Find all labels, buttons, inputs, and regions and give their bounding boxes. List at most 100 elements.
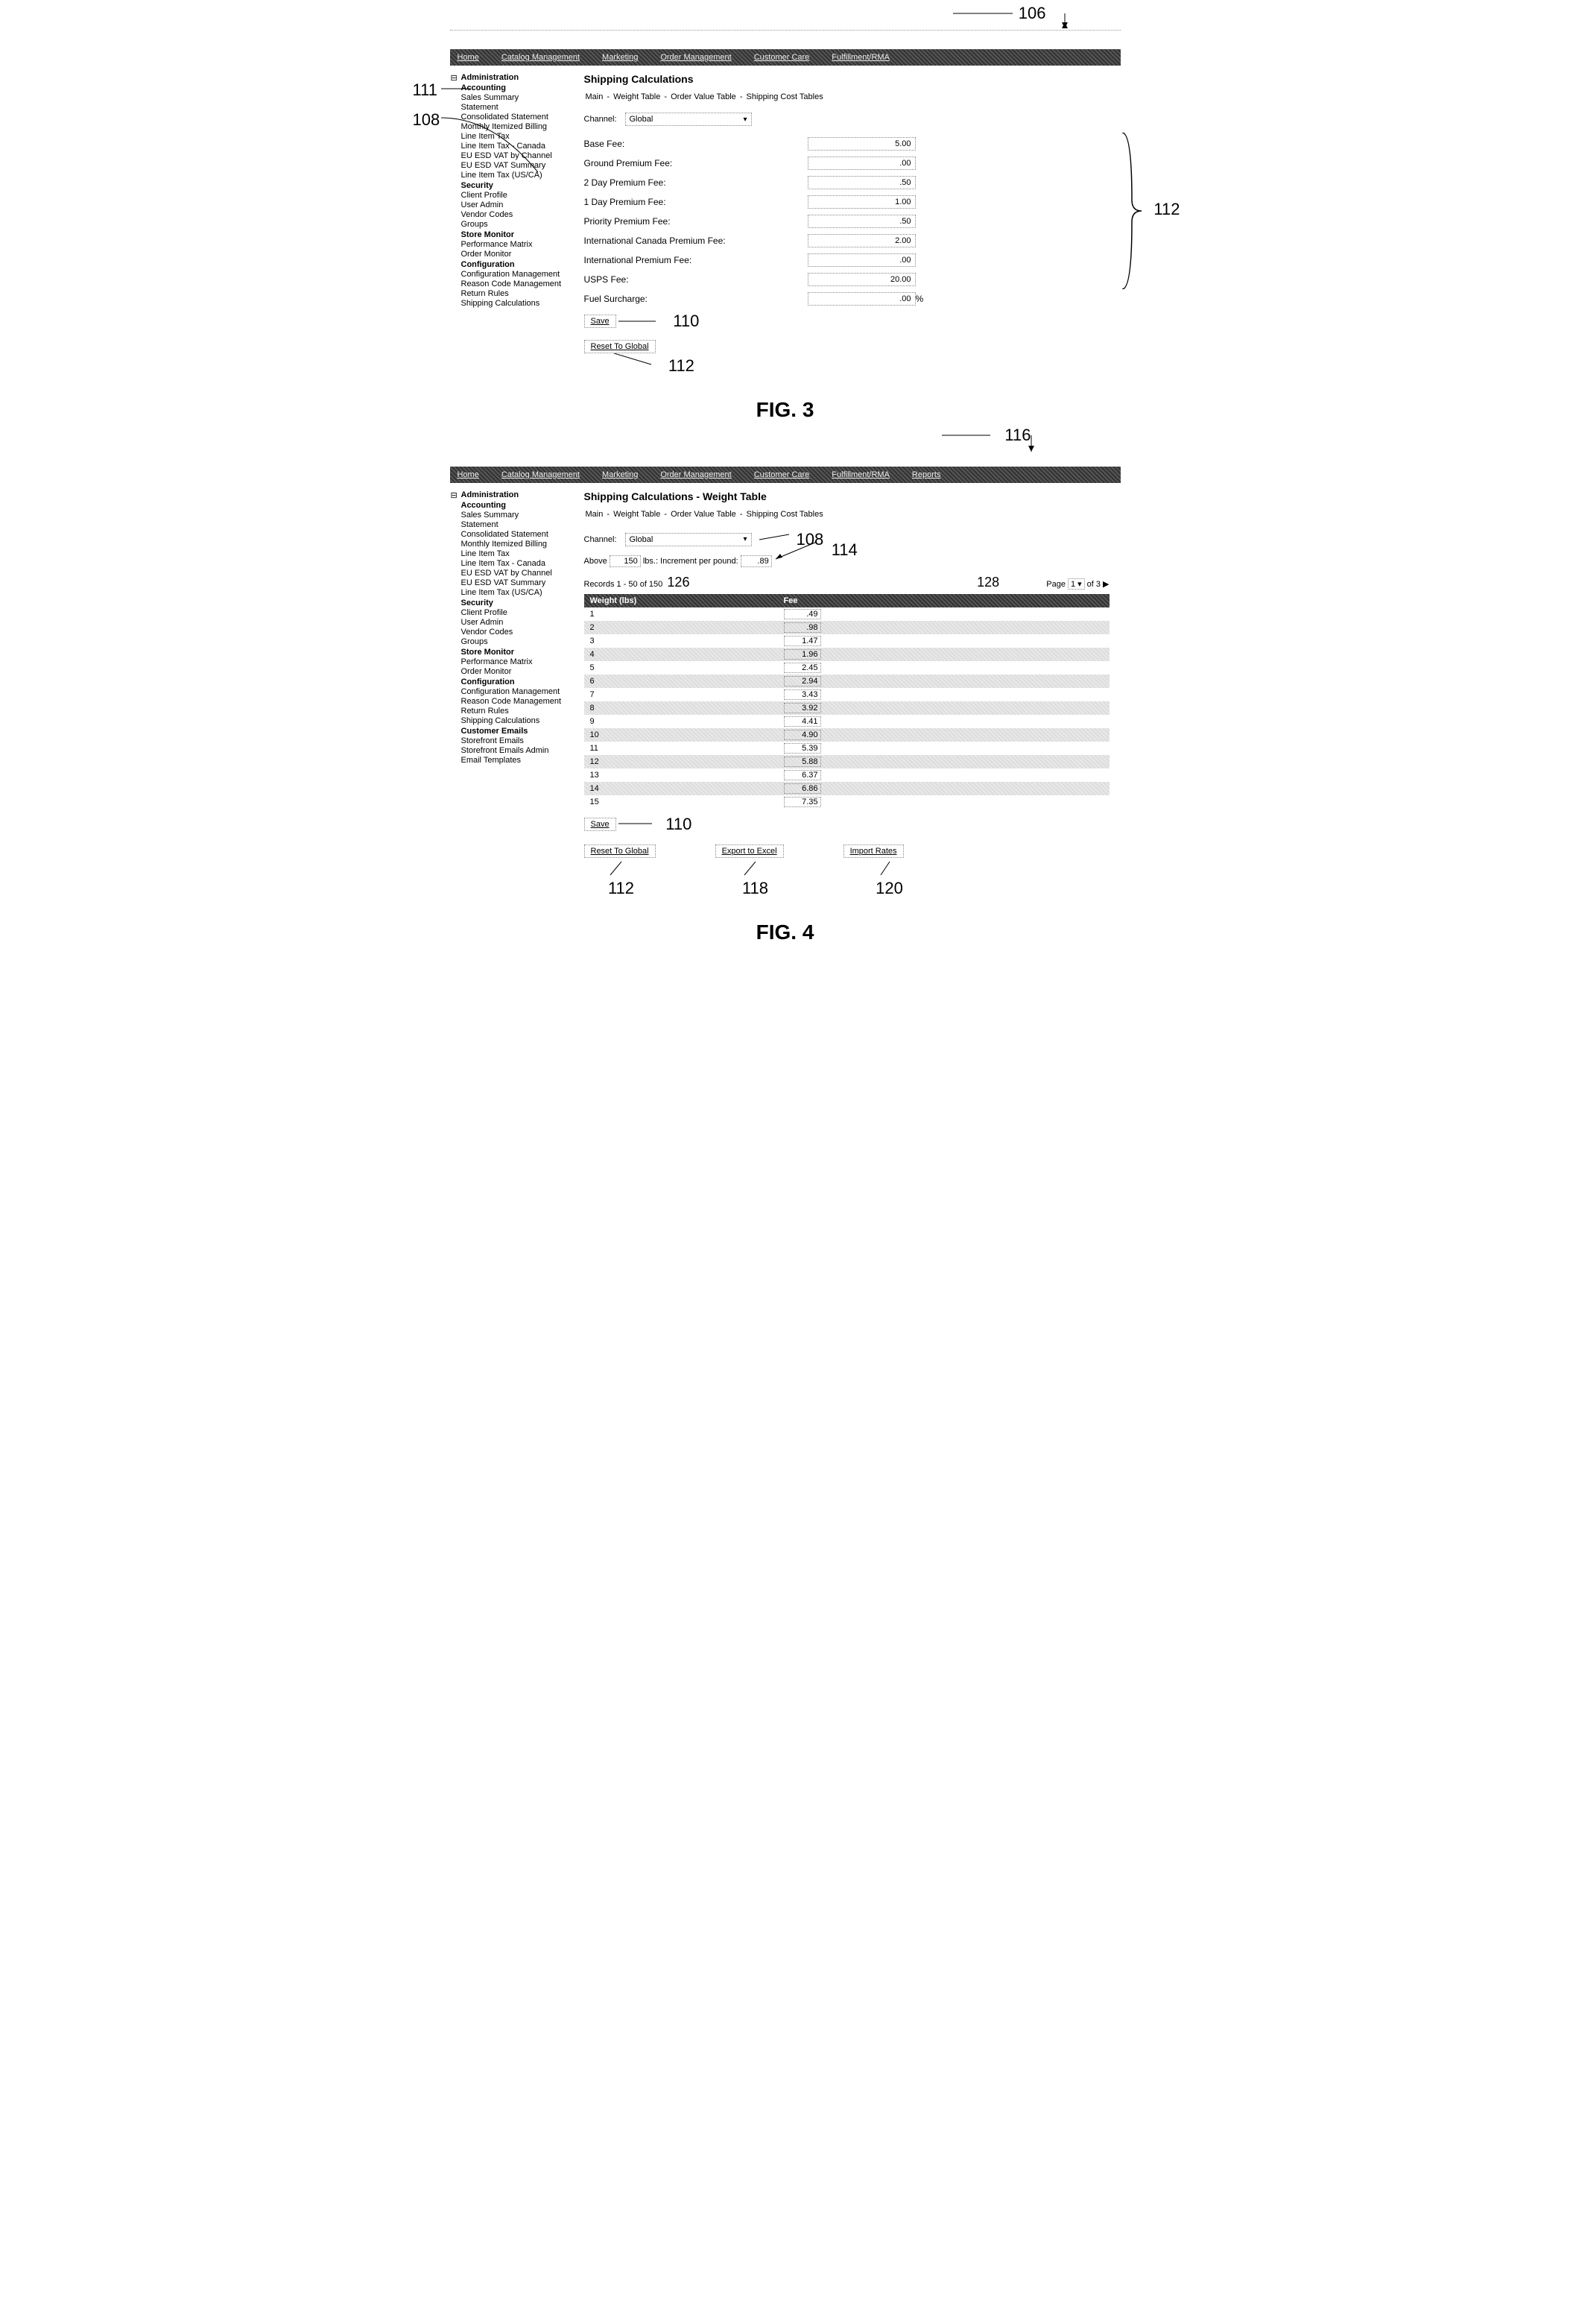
- sidebar-item[interactable]: Return Rules: [461, 289, 569, 298]
- subnav-order-4[interactable]: Order Value Table: [671, 510, 736, 519]
- cell-fee-input[interactable]: .49: [784, 609, 821, 619]
- cell-fee-input[interactable]: 2.94: [784, 676, 821, 686]
- cell-fee-input[interactable]: 6.86: [784, 783, 821, 794]
- nav-marketing-4[interactable]: Marketing: [602, 470, 638, 479]
- sidebar-item[interactable]: User Admin: [461, 618, 569, 627]
- cell-fee-input[interactable]: 1.96: [784, 649, 821, 660]
- sidebar-item[interactable]: Reason Code Management: [461, 697, 569, 706]
- sidebar-section[interactable]: Store Monitor: [461, 648, 569, 657]
- sidebar-section[interactable]: Configuration: [461, 260, 569, 269]
- nav-catalog[interactable]: Catalog Management: [501, 53, 580, 62]
- fee-input[interactable]: 2.00: [808, 234, 916, 247]
- sidebar-item[interactable]: Order Monitor: [461, 250, 569, 259]
- sidebar-item[interactable]: Groups: [461, 637, 569, 646]
- sidebar-section[interactable]: Security: [461, 599, 569, 607]
- cell-fee-input[interactable]: 2.45: [784, 663, 821, 673]
- nav-fulfillment[interactable]: Fulfillment/RMA: [832, 53, 890, 62]
- fee-input[interactable]: .50: [808, 176, 916, 189]
- save-button-3[interactable]: Save: [584, 315, 616, 328]
- fee-input[interactable]: .00: [808, 292, 916, 306]
- sidebar-item[interactable]: Reason Code Management: [461, 280, 569, 288]
- sidebar-item[interactable]: Configuration Management: [461, 270, 569, 279]
- fee-input[interactable]: .50: [808, 215, 916, 228]
- next-page-icon[interactable]: ▶: [1103, 579, 1109, 589]
- fee-input[interactable]: 5.00: [808, 137, 916, 151]
- sidebar-item[interactable]: EU ESD VAT Summary: [461, 578, 569, 587]
- save-button-4[interactable]: Save: [584, 818, 616, 831]
- cell-fee-input[interactable]: 7.35: [784, 797, 821, 807]
- subnav-main[interactable]: Main: [586, 92, 604, 101]
- sidebar-item[interactable]: Storefront Emails: [461, 736, 569, 745]
- channel-select[interactable]: Global ▾: [625, 113, 752, 126]
- reset-button-3[interactable]: Reset To Global: [584, 340, 656, 353]
- sidebar-item[interactable]: Monthly Itemized Billing: [461, 540, 569, 549]
- fee-input[interactable]: 20.00: [808, 273, 916, 286]
- sidebar-item[interactable]: Sales Summary: [461, 511, 569, 520]
- sidebar-item[interactable]: Client Profile: [461, 191, 569, 200]
- nav-home-4[interactable]: Home: [458, 470, 479, 479]
- cell-fee-input[interactable]: 6.37: [784, 770, 821, 780]
- cell-fee-input[interactable]: 5.39: [784, 743, 821, 754]
- fee-input[interactable]: 1.00: [808, 195, 916, 209]
- sidebar-item[interactable]: EU ESD VAT by Channel: [461, 569, 569, 578]
- sidebar-section[interactable]: Store Monitor: [461, 230, 569, 239]
- sidebar-item[interactable]: Return Rules: [461, 707, 569, 716]
- page-select[interactable]: 1 ▾: [1068, 578, 1085, 590]
- sidebar-section[interactable]: Accounting: [461, 83, 569, 92]
- above-input[interactable]: 150: [610, 555, 641, 567]
- channel-select-4[interactable]: Global ▾: [625, 533, 752, 546]
- sidebar-section[interactable]: Customer Emails: [461, 727, 569, 736]
- sidebar-item[interactable]: Statement: [461, 103, 569, 112]
- sidebar-item[interactable]: Storefront Emails Admin: [461, 746, 569, 755]
- sidebar-item[interactable]: Shipping Calculations: [461, 299, 569, 308]
- fee-input[interactable]: .00: [808, 253, 916, 267]
- increment-input[interactable]: .89: [741, 555, 772, 567]
- sidebar-item[interactable]: Email Templates: [461, 756, 569, 765]
- sidebar-root[interactable]: Administration: [461, 490, 569, 499]
- sidebar-item[interactable]: Line Item Tax: [461, 549, 569, 558]
- cell-fee-input[interactable]: 3.92: [784, 703, 821, 713]
- sidebar-item[interactable]: Configuration Management: [461, 687, 569, 696]
- cell-fee-input[interactable]: 4.41: [784, 716, 821, 727]
- nav-order[interactable]: Order Management: [660, 53, 731, 62]
- nav-customer-4[interactable]: Customer Care: [754, 470, 810, 479]
- sidebar-item[interactable]: Client Profile: [461, 608, 569, 617]
- cell-fee-input[interactable]: 1.47: [784, 636, 821, 646]
- sidebar-item[interactable]: Shipping Calculations: [461, 716, 569, 725]
- subnav-order[interactable]: Order Value Table: [671, 92, 736, 101]
- cell-fee-input[interactable]: 3.43: [784, 689, 821, 700]
- sidebar-item[interactable]: Order Monitor: [461, 667, 569, 676]
- sidebar-item[interactable]: Vendor Codes: [461, 628, 569, 637]
- cell-fee-input[interactable]: 5.88: [784, 757, 821, 767]
- nav-catalog-4[interactable]: Catalog Management: [501, 470, 580, 479]
- cell-fee-input[interactable]: 4.90: [784, 730, 821, 740]
- sidebar-section[interactable]: Accounting: [461, 501, 569, 510]
- sidebar-item[interactable]: Vendor Codes: [461, 210, 569, 219]
- subnav-weight[interactable]: Weight Table: [613, 92, 660, 101]
- sidebar-item[interactable]: Line Item Tax (US/CA): [461, 588, 569, 597]
- fee-input[interactable]: .00: [808, 157, 916, 170]
- reset-button-4[interactable]: Reset To Global: [584, 844, 656, 858]
- sidebar-item[interactable]: Groups: [461, 220, 569, 229]
- nav-order-4[interactable]: Order Management: [660, 470, 731, 479]
- sidebar-item[interactable]: Performance Matrix: [461, 657, 569, 666]
- nav-marketing[interactable]: Marketing: [602, 53, 638, 62]
- sidebar-item[interactable]: User Admin: [461, 200, 569, 209]
- subnav-main-4[interactable]: Main: [586, 510, 604, 519]
- nav-reports-4[interactable]: Reports: [912, 470, 941, 479]
- nav-fulfillment-4[interactable]: Fulfillment/RMA: [832, 470, 890, 479]
- import-button[interactable]: Import Rates: [843, 844, 904, 858]
- sidebar-item[interactable]: Statement: [461, 520, 569, 529]
- subnav-cost-4[interactable]: Shipping Cost Tables: [747, 510, 823, 519]
- sidebar-section[interactable]: Security: [461, 181, 569, 190]
- sidebar-item[interactable]: Line Item Tax - Canada: [461, 559, 569, 568]
- subnav-weight-4[interactable]: Weight Table: [613, 510, 660, 519]
- sidebar-section[interactable]: Configuration: [461, 678, 569, 686]
- sidebar-item[interactable]: Performance Matrix: [461, 240, 569, 249]
- sidebar-root[interactable]: Administration: [461, 73, 569, 82]
- export-button[interactable]: Export to Excel: [715, 844, 784, 858]
- subnav-cost[interactable]: Shipping Cost Tables: [747, 92, 823, 101]
- nav-home[interactable]: Home: [458, 53, 479, 62]
- cell-fee-input[interactable]: .98: [784, 622, 821, 633]
- sidebar-item[interactable]: Consolidated Statement: [461, 530, 569, 539]
